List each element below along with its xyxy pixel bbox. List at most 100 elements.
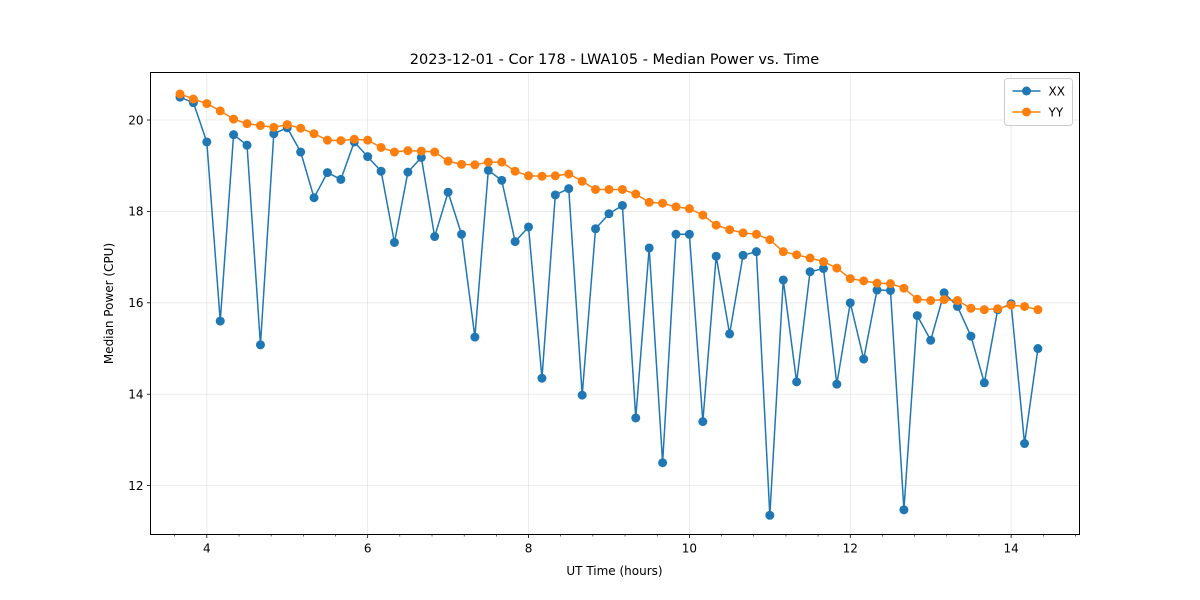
legend-marker-xx	[1022, 86, 1031, 96]
series-xx-point	[430, 232, 440, 242]
series-yy-point	[604, 184, 614, 194]
legend: XX YY	[1004, 78, 1073, 126]
series-yy-point	[845, 274, 855, 284]
series-yy-point	[617, 184, 627, 194]
series-yy-point	[255, 121, 265, 131]
series-yy-point	[926, 296, 936, 306]
ticks: 4 6 8 10 12 14 12 14 16 18 20	[128, 113, 1076, 556]
series-yy-point	[1020, 301, 1030, 311]
series-xx-point	[872, 285, 882, 295]
y-tick-label: 12	[128, 479, 143, 493]
series-xx-point	[403, 167, 413, 177]
series-yy-point	[188, 94, 198, 104]
series-yy-point	[416, 146, 426, 156]
series-xx-point	[631, 413, 641, 423]
series-yy-point	[966, 303, 976, 313]
series-yy-point	[215, 106, 225, 116]
series-yy-point	[336, 136, 346, 146]
x-tick-label: 4	[203, 542, 211, 556]
series-xx-point	[497, 175, 507, 185]
series-yy-point	[765, 235, 775, 245]
series-yy-point	[993, 304, 1003, 314]
series-yy-point	[738, 228, 748, 238]
series-xx-point	[738, 250, 748, 260]
series-xx-point	[885, 285, 895, 295]
series-yy-point	[376, 142, 386, 152]
series-xx-point	[926, 335, 936, 345]
series-yy-point	[282, 120, 292, 130]
series-xx-point	[899, 505, 909, 515]
y-axis-label: Median Power (CPU)	[102, 243, 116, 364]
series-yy-point	[899, 283, 909, 293]
y-tick-label: 20	[128, 113, 143, 127]
x-tick-label: 8	[525, 542, 533, 556]
series-yy-point	[550, 171, 560, 181]
series-xx-point	[577, 390, 587, 400]
series-yy-point	[430, 147, 440, 157]
series-yy-point	[497, 157, 507, 167]
series-yy-point	[671, 202, 681, 212]
x-tick-label: 12	[843, 542, 858, 556]
series-yy-point	[524, 171, 534, 181]
series-yy-point	[859, 276, 869, 286]
series-yy-point	[1033, 305, 1043, 315]
series-xx-point	[1033, 344, 1043, 354]
x-axis-label: UT Time (hours)	[566, 564, 662, 578]
series-xx-point	[845, 298, 855, 308]
series-xx-point	[483, 165, 493, 175]
series-xx-point	[550, 190, 560, 200]
series-yy-point	[510, 166, 520, 176]
series-xx-point	[416, 152, 426, 162]
series-xx-point	[470, 332, 480, 342]
series-xx-point	[202, 137, 212, 147]
series-yy-point	[309, 129, 319, 139]
series-xx-point	[711, 251, 721, 261]
series-xx-point	[778, 275, 788, 285]
series-yy-point	[537, 171, 547, 181]
y-tick-label: 18	[128, 205, 143, 219]
series-xx-point	[269, 129, 279, 139]
series-xx-point	[524, 222, 534, 232]
series-xx-point	[443, 187, 453, 197]
series-yy-point	[711, 220, 721, 230]
series-xx-point	[617, 200, 627, 210]
series-yy-point	[872, 278, 882, 288]
series-yy-point	[564, 169, 574, 179]
series-yy-point	[322, 135, 332, 145]
series-xx-point	[255, 340, 265, 350]
chart-title: 2023-12-01 - Cor 178 - LWA105 - Median P…	[410, 52, 819, 68]
series-xx-point	[604, 209, 614, 219]
y-tick-label: 16	[128, 296, 143, 310]
series-xx-point	[336, 174, 346, 184]
series-xx-point	[818, 264, 828, 274]
series-xx-point	[242, 140, 252, 150]
series-yy-point	[792, 250, 802, 260]
legend-label-xx: XX	[1049, 84, 1065, 98]
series-yy-point	[751, 229, 761, 239]
series-yy-point	[698, 210, 708, 220]
y-tick-label: 14	[128, 388, 143, 402]
series-yy-point	[229, 114, 239, 124]
series-xx-point	[457, 229, 467, 239]
series-yy-point	[658, 198, 668, 208]
series-xx-point	[389, 237, 399, 247]
legend-marker-yy	[1022, 107, 1031, 117]
series-xx-point	[792, 377, 802, 387]
series-yy-point	[805, 253, 815, 263]
series-xx-point	[912, 311, 922, 321]
series-yy-point	[644, 197, 654, 207]
series-xx-point	[805, 267, 815, 277]
series-yy-point	[457, 159, 467, 169]
series-xx-point	[510, 237, 520, 247]
series-xx-point	[966, 331, 976, 341]
series-yy-point	[443, 156, 453, 166]
series-yy-point	[363, 135, 373, 145]
x-tick-label: 6	[364, 542, 372, 556]
series-xx-point	[725, 329, 735, 339]
series-yy-point	[175, 89, 185, 99]
series-yy-point	[684, 204, 694, 214]
series-xx-point	[765, 510, 775, 520]
series-yy-point	[631, 189, 641, 199]
series-xx-point	[215, 316, 225, 326]
